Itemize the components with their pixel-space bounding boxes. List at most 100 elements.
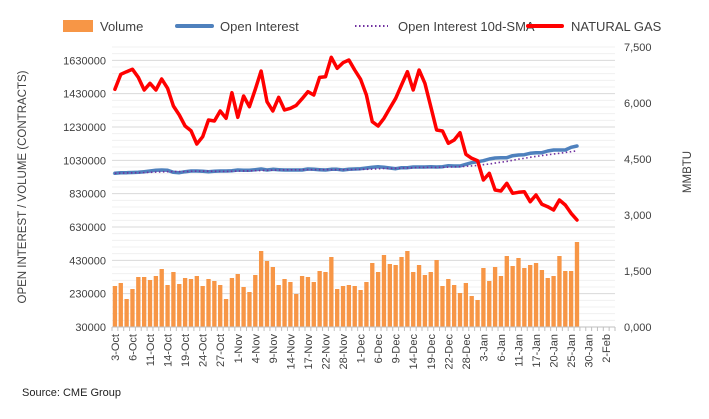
legend: Volume Open Interest Open Interest 10d-S… [63, 19, 662, 34]
volume-bar [516, 258, 520, 327]
x-tick-label: 9-Dec [391, 334, 403, 364]
left-tick-label: 830000 [69, 189, 106, 201]
volume-bar [557, 256, 561, 327]
volume-bar [282, 279, 286, 327]
volume-bar [119, 283, 123, 327]
volume-bar [317, 271, 321, 327]
legend-label-volume: Volume [100, 19, 143, 34]
volume-bar [411, 272, 415, 327]
open-interest-line [115, 146, 577, 173]
volume-bar [312, 282, 316, 327]
volume-bar [464, 283, 468, 327]
x-tick-label: 6-Dec [373, 334, 385, 364]
volume-bar [265, 261, 269, 327]
series-lines [115, 57, 577, 220]
x-tick-label: 22-Nov [320, 334, 332, 370]
volume-bar [300, 276, 304, 327]
x-tick-label: 17-Jan [531, 334, 543, 368]
volume-bar [130, 289, 134, 327]
x-tick-label: 6-Oct [127, 334, 139, 361]
volume-bar [154, 276, 158, 327]
volume-bar [171, 272, 175, 327]
volume-bar [505, 256, 509, 327]
volume-bar [353, 286, 357, 327]
volume-bar [563, 271, 567, 327]
x-tick-label: 28-Dec [461, 334, 473, 370]
right-tick-label: 3,000 [624, 210, 652, 222]
volume-bar [294, 294, 298, 327]
volume-bar [183, 278, 187, 327]
volume-bar [177, 284, 181, 327]
x-tick-label: 20-Jan [549, 334, 561, 368]
x-tick-label: 14-Nov [285, 334, 297, 370]
left-tick-label: 230000 [69, 289, 106, 301]
x-tick-label: 25-Jan [566, 334, 578, 368]
volume-bar [458, 293, 462, 327]
x-tick-label: 22-Dec [443, 334, 455, 370]
x-tick-label: 2-Feb [601, 334, 613, 363]
x-tick-label: 9-Nov [268, 334, 280, 364]
volume-bar [417, 265, 421, 327]
right-tick-label: 0,000 [624, 322, 652, 334]
volume-bar [522, 268, 526, 327]
x-tick-label: 24-Oct [198, 334, 210, 367]
volume-bar [195, 276, 199, 327]
left-tick-label: 1030000 [63, 155, 106, 167]
volume-bar [475, 300, 479, 327]
volume-bar [347, 285, 351, 327]
volume-bar [160, 269, 164, 327]
volume-bar [382, 255, 386, 327]
volume-bar [253, 275, 257, 327]
volume-bar [429, 272, 433, 327]
volume-bar [546, 278, 550, 327]
left-tick-label: 430000 [69, 255, 106, 267]
volume-bar [405, 251, 409, 327]
volume-bar [142, 277, 146, 327]
x-tick-label: 19-Oct [180, 334, 192, 367]
right-tick-label: 1,500 [624, 266, 652, 278]
volume-bar [493, 267, 497, 327]
volume-bar [323, 272, 327, 327]
volume-bar [148, 280, 152, 327]
left-tick-label: 1630000 [63, 55, 106, 67]
legend-label-sma: Open Interest 10d-SMA [398, 19, 535, 34]
volume-bar [271, 267, 275, 327]
x-tick-label: 1-Dec [356, 334, 368, 364]
x-tick-label: 27-Oct [215, 334, 227, 367]
volume-bar [499, 276, 503, 327]
x-tick-label: 1-Nov [233, 334, 245, 364]
volume-bar [399, 257, 403, 327]
volume-bars [113, 242, 579, 327]
volume-bar [481, 268, 485, 327]
volume-bar [241, 287, 245, 327]
left-axis-ticks: 1630000143000012300001030000830000630000… [63, 55, 106, 334]
volume-bar [288, 282, 292, 327]
x-tick-label: 17-Nov [303, 334, 315, 370]
volume-bar [358, 290, 362, 327]
volume-bar [247, 292, 251, 327]
x-tick-label: 30-Jan [584, 334, 596, 368]
volume-bar [329, 257, 333, 327]
right-tick-label: 6,000 [624, 98, 652, 110]
natural-gas-line [115, 57, 577, 220]
x-tick-label: 14-Oct [163, 334, 175, 367]
volume-bar [540, 270, 544, 327]
volume-bar [212, 281, 216, 327]
x-tick-label: 11-Jan [513, 334, 525, 367]
x-tick-label: 4-Nov [250, 334, 262, 364]
legend-swatch-volume [63, 20, 93, 32]
volume-bar [335, 289, 339, 327]
volume-bar [388, 264, 392, 327]
right-axis-title: MMBTU [682, 151, 694, 193]
volume-bar [470, 296, 474, 327]
volume-bar [230, 278, 234, 327]
x-tick-label: 11-Oct [145, 334, 157, 366]
volume-bar [376, 272, 380, 327]
left-tick-label: 1230000 [63, 122, 106, 134]
volume-bar [452, 285, 456, 327]
left-tick-label: 1430000 [63, 89, 106, 101]
right-tick-label: 7,500 [624, 42, 652, 54]
volume-bar [423, 275, 427, 327]
volume-bar [341, 286, 345, 327]
